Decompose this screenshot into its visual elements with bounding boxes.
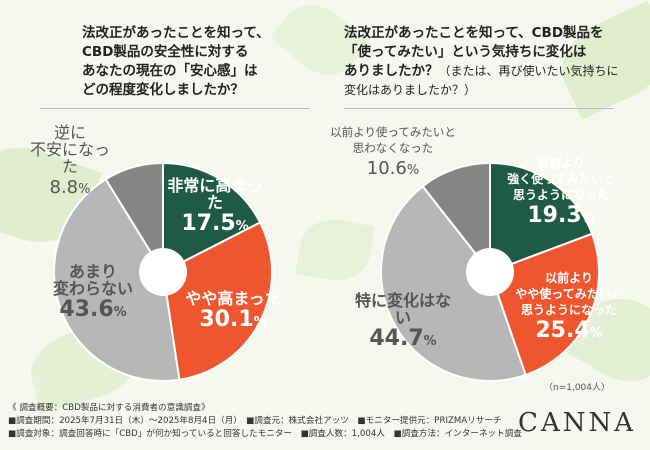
slice-name: 不安になった [29,140,110,176]
question-line: どの程度変化しましたか？ [82,82,244,98]
divider [40,108,310,109]
slice-name: 思わなくなった [352,141,434,155]
footer-line: 《 調査概要：CBD製品に対する消費者の意識調査》 [8,403,210,413]
slice-label: 特に変化はない 44.7% [348,292,458,355]
question-line: CBD製品の安全性に対する [82,44,249,60]
pie-center-hole [466,248,514,296]
pie-slice [421,161,491,275]
slice-value: 17.5% [181,211,249,236]
slice-name: 特に変化はない [354,291,451,327]
pie-slice [488,232,600,377]
question-line: 法改正があったことを知って、CBD製品を [344,25,604,41]
brand-logo: CANNA [518,408,636,438]
slice-name: あまり [68,262,117,281]
slice-name: 以前より [545,271,593,285]
slice-name: 強く使ってみたいと [507,172,615,186]
survey-footer: 《 調査概要：CBD製品に対する消費者の意識調査》 ■調査期間：2025年7月3… [8,402,522,441]
divider [344,108,614,109]
pie-slice [489,161,594,274]
sample-note: （n=1,004人） [543,383,610,393]
question-right: 法改正があったことを知って、CBD製品を 「使ってみたい」という気持ちに変化は … [344,24,644,100]
pie-center-hole [139,248,187,296]
slice-value: 43.6% [59,297,127,322]
pie-slice [162,161,262,274]
pie-slice [380,184,527,382]
footer-line: ■調査対象：調査回答時に「CBD」が何か知っていると回答したモニター ■調査人数… [8,429,522,439]
slice-name: 思うようになった [520,303,617,317]
slice-name: 逆に [53,123,86,142]
slice-label: 以前より やや使ってみたいと 思うようになった 25.4% [494,270,644,347]
slice-value: 30.1% [199,307,267,332]
slice-name: 非常に高まった [167,176,263,212]
question-line: あなたの現在の「安心感」は [82,63,258,79]
slice-value: 25.4% [535,318,603,343]
slice-label: やや高まった 30.1% [178,290,288,336]
question-line: 法改正があったことを知って、 [82,25,270,41]
slice-label: 以前より 強く使ってみたいと 思うようになった 19.3% [486,155,636,232]
slice-label: 逆に 不安になった 8.8% [25,124,115,203]
question-line: ありましたか？（または、再び使いたい気持ちに [344,63,619,79]
slice-name: 思うようになった [512,188,609,202]
slice-value: 19.3% [527,203,595,228]
slice-label: あまり 変わらない 43.6% [48,263,138,326]
question-line: 変化はありましたか？） [344,83,477,97]
slice-label: 以前より使ってみたいと 思わなくなった 10.6% [318,124,468,184]
slice-name: 変わらない [52,279,133,298]
pie-slice [104,161,164,276]
pie-slice [161,221,273,381]
pie-slice [53,177,181,382]
question-left: 法改正があったことを知って、 CBD製品の安全性に対する あなたの現在の「安心感… [82,24,312,100]
question-aside: （または、再び使いたい気持ちに [438,64,619,78]
slice-label: 非常に高まった 17.5% [160,177,270,240]
slice-name: やや高まった [185,289,281,308]
footer-line: ■調査期間：2025年7月31日（木）～2025年8月4日（月） ■調査元：株式… [8,416,502,426]
slice-name: やや使ってみたいと [515,287,623,301]
slice-value: 8.8% [49,177,91,198]
slice-name: 以前より使ってみたいと [330,125,456,139]
question-line: 「使ってみたい」という気持ちに変化は [344,44,587,60]
slice-value: 44.7% [369,326,437,351]
slice-value: 10.6% [366,158,420,179]
slice-name: 以前より [537,156,585,170]
